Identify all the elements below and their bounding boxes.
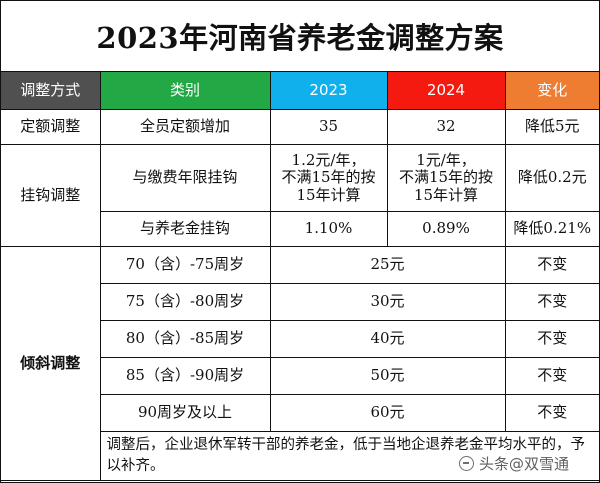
category-cell: 70（含）-75周岁: [99, 246, 271, 284]
page-title: 2023年河南省养老金调整方案: [1, 1, 599, 72]
tilt-note: 调整后，企业退休军转干部的养老金，低于当地企退养老金平均水平的，予以补齐。: [100, 431, 599, 481]
change-cell: 降低0.21%: [504, 211, 599, 247]
tilt-value-cell: 40元: [269, 320, 506, 358]
value-2024-cell: 32: [386, 109, 506, 145]
value-2024-cell: 1元/年， 不满15年的按 15年计算: [386, 144, 506, 212]
table-row: 调整后，企业退休军转干部的养老金，低于当地企退养老金平均水平的，予以补齐。: [1, 431, 599, 481]
change-cell: 不变: [504, 246, 599, 284]
tilt-value-cell: 50元: [269, 357, 506, 395]
change-cell: 降低0.2元: [504, 144, 599, 212]
table-row: 倾斜调整 70（含）-75周岁 25元 不变: [1, 246, 599, 481]
adjustment-table: 调整方式 类别 2023 2024 变化 定额调整 全员定额增加 35 32 降…: [1, 72, 599, 481]
header-2023: 2023: [269, 72, 388, 110]
table-row: 挂钩调整 与缴费年限挂钩 1.2元/年， 不满15年的按 15年计算 1元/年，…: [1, 144, 599, 247]
method-tilt: 倾斜调整: [1, 246, 101, 481]
change-cell: 不变: [504, 320, 599, 358]
change-cell: 不变: [504, 394, 599, 432]
table-row: 定额调整 全员定额增加 35 32 降低5元: [1, 109, 599, 145]
table-row: 80（含）-85周岁 40元 不变: [1, 320, 599, 358]
change-cell: 不变: [504, 357, 599, 395]
header-row: 调整方式 类别 2023 2024 变化: [1, 72, 599, 110]
category-cell: 75（含）-80周岁: [100, 283, 271, 321]
category-cell: 80（含）-85周岁: [100, 320, 271, 358]
change-cell: 不变: [504, 283, 599, 321]
search-icon: [458, 456, 474, 471]
value-2023-cell: 35: [269, 109, 388, 145]
tilt-value-cell: 60元: [269, 394, 506, 432]
header-2024: 2024: [386, 72, 506, 110]
change-cell: 降低5元: [504, 109, 599, 145]
category-cell: 90周岁及以上: [100, 394, 271, 432]
category-cell: 85（含）-90周岁: [100, 357, 271, 395]
header-method: 调整方式: [1, 72, 101, 110]
value-2023-cell: 1.2元/年， 不满15年的按 15年计算: [269, 144, 388, 212]
watermark-text: 头条@双雪通: [478, 455, 569, 473]
table-row: 75（含）-80周岁 30元 不变: [1, 283, 599, 321]
value-2024-cell: 0.89%: [386, 211, 506, 247]
tilt-value-cell: 30元: [269, 283, 506, 321]
value-2023-cell: 1.10%: [269, 211, 388, 247]
tilt-value-cell: 25元: [269, 246, 506, 284]
method-linked: 挂钩调整: [1, 144, 101, 247]
header-change: 变化: [504, 72, 599, 110]
category-cell: 与养老金挂钩: [100, 211, 271, 247]
header-category: 类别: [99, 72, 271, 110]
watermark: 头条@双雪通: [458, 453, 569, 474]
category-cell: 与缴费年限挂钩: [99, 144, 271, 212]
category-cell: 全员定额增加: [99, 109, 271, 145]
table-row: 90周岁及以上 60元 不变: [1, 394, 599, 432]
method-fixed: 定额调整: [1, 109, 101, 145]
